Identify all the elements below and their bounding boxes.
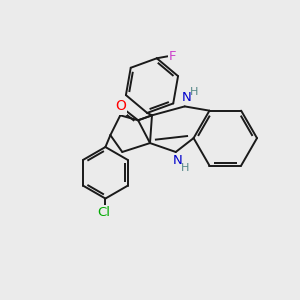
Text: O: O bbox=[115, 99, 126, 113]
Text: H: H bbox=[189, 86, 198, 97]
Text: F: F bbox=[169, 50, 176, 63]
Text: H: H bbox=[181, 163, 189, 173]
Text: N: N bbox=[182, 91, 191, 104]
Text: Cl: Cl bbox=[97, 206, 110, 219]
Text: N: N bbox=[173, 154, 183, 167]
